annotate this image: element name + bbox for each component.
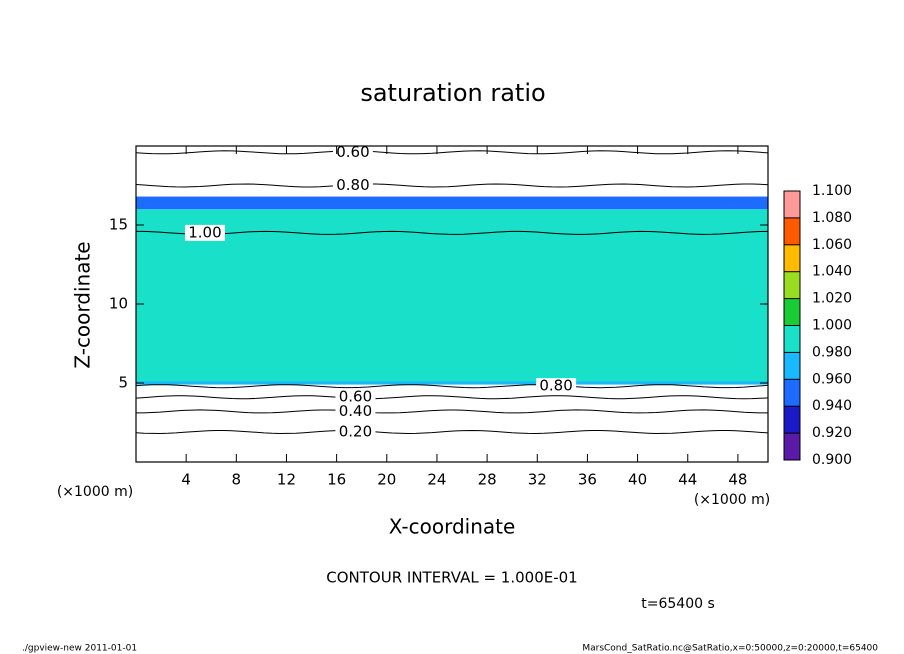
contour-label: 0.20 — [339, 422, 372, 440]
contour-label-bg — [332, 177, 373, 194]
colorbar-label: 0.980 — [812, 344, 852, 360]
contour-label: 0.60 — [339, 388, 372, 406]
contour-line — [135, 429, 769, 435]
time-label: t=65400 s — [641, 596, 715, 612]
colorbar-swatch — [784, 298, 800, 326]
contour-line — [135, 183, 769, 188]
colorbar-swatch — [784, 433, 800, 460]
x-tick-label: 20 — [377, 471, 396, 489]
y-tick-label: 15 — [109, 216, 128, 234]
contour-label-bg — [536, 378, 577, 395]
x-tick-label: 28 — [478, 471, 497, 489]
field-region — [136, 381, 768, 385]
colorbar-swatch — [784, 325, 800, 353]
colorbar-label: 0.940 — [812, 398, 852, 414]
chart-title: saturation ratio — [360, 79, 545, 107]
contour-label: 0.60 — [336, 143, 369, 161]
contour-label: 0.40 — [339, 402, 372, 420]
contour-label-bg — [335, 423, 376, 440]
x-tick-label: 4 — [181, 471, 191, 489]
x-unit: (×1000 m) — [694, 492, 770, 508]
contour-interval: CONTOUR INTERVAL = 1.000E-01 — [326, 569, 577, 587]
contour-line — [136, 409, 768, 414]
colorbar-label: 0.920 — [812, 425, 852, 441]
x-tick-label: 36 — [578, 471, 597, 489]
x-axis-label: X-coordinate — [389, 515, 516, 539]
contour-line — [135, 395, 769, 400]
y-unit: (×1000 m) — [57, 484, 133, 500]
contour-line — [136, 230, 769, 235]
contour-label-bg — [184, 224, 225, 241]
x-tick-label: 24 — [427, 471, 446, 489]
colorbar-label: 0.900 — [812, 452, 852, 468]
colorbar-label: 1.040 — [812, 264, 852, 280]
colorbar-swatch — [784, 271, 800, 299]
contour-label-bg — [332, 144, 373, 161]
x-tick-label: 40 — [628, 471, 647, 489]
contour-label: 0.80 — [539, 377, 572, 395]
contour-line — [135, 384, 769, 389]
colorbar-swatch — [784, 217, 800, 245]
contour-label-bg — [335, 403, 376, 420]
colorbar-swatch — [784, 191, 800, 218]
colorbar-label: 1.020 — [812, 291, 852, 307]
field-region — [136, 196, 768, 210]
colorbar-swatch — [784, 406, 800, 434]
colorbar-label: 1.060 — [812, 237, 852, 253]
x-tick-label: 32 — [528, 471, 547, 489]
colorbar-label: 1.000 — [812, 318, 852, 334]
contour-label: 0.80 — [336, 176, 369, 194]
y-tick-label: 5 — [118, 374, 128, 392]
footer-right: MarsCond_SatRatio.nc@SatRatio,x=0:50000,… — [582, 644, 878, 654]
colorbar-swatch — [784, 379, 800, 407]
contour-label: 1.00 — [188, 223, 221, 241]
x-tick-label: 8 — [232, 471, 242, 489]
colorbar-swatch — [784, 352, 800, 380]
x-tick-label: 48 — [728, 471, 747, 489]
colorbar-label: 1.100 — [812, 183, 852, 199]
x-tick-label: 12 — [277, 471, 296, 489]
x-tick-label: 44 — [678, 471, 697, 489]
colorbar-label: 0.960 — [812, 371, 852, 387]
contour-line — [135, 150, 769, 155]
y-tick-label: 10 — [109, 295, 128, 313]
contour-label-bg — [335, 389, 376, 406]
field-region — [136, 209, 768, 383]
x-tick-label: 16 — [327, 471, 346, 489]
y-axis-label: Z-coordinate — [71, 241, 95, 368]
footer-left: ./gpview-new 2011-01-01 — [22, 644, 137, 654]
colorbar-swatch — [784, 244, 800, 272]
colorbar-label: 1.080 — [812, 210, 852, 226]
